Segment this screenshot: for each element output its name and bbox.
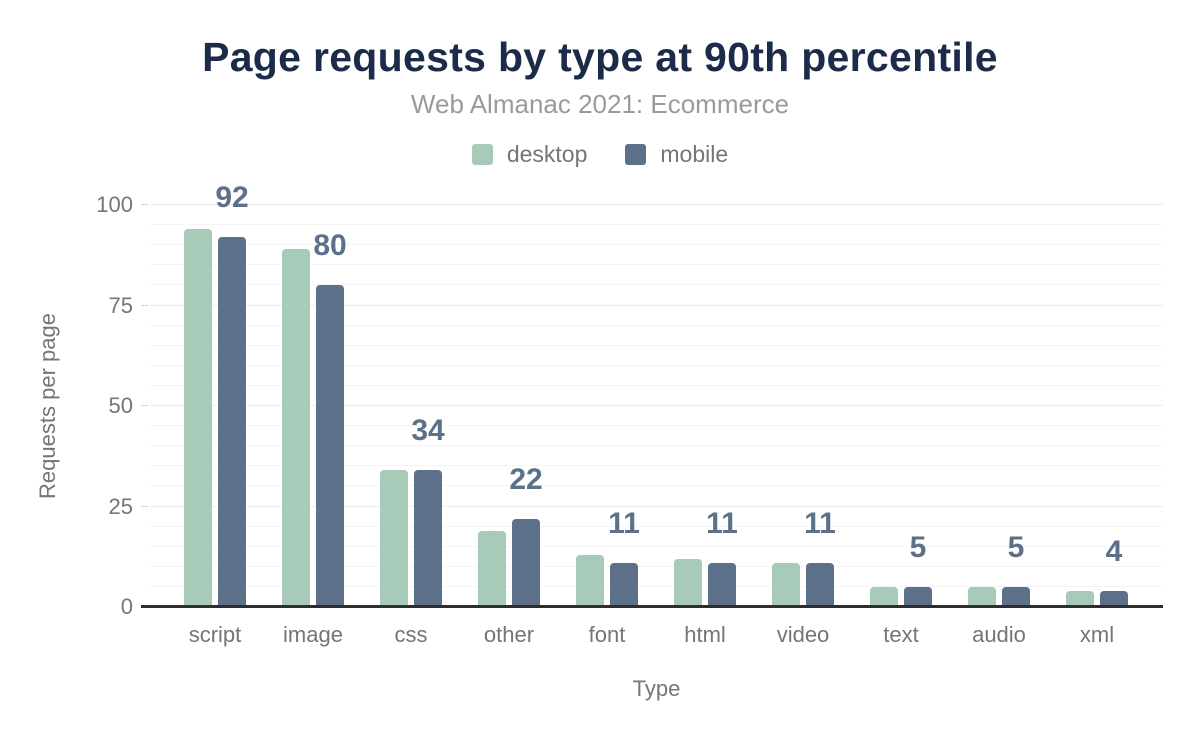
bar-desktop-html (674, 558, 702, 607)
gridline (150, 545, 1163, 547)
gridline (150, 465, 1163, 467)
bar-mobile-script (218, 237, 246, 607)
bar-desktop-audio (968, 586, 996, 607)
value-label-script: 92 (215, 181, 249, 215)
x-axis-title: Type (632, 676, 681, 701)
gridline (150, 425, 1163, 427)
value-label-image: 80 (313, 229, 347, 263)
y-tick-label: 25 (108, 493, 133, 519)
gridline (150, 565, 1163, 567)
legend-swatch-desktop (471, 144, 493, 165)
x-tick-label-other: other (483, 622, 535, 647)
x-axis-line (141, 605, 1163, 608)
y-tick-label: 100 (96, 192, 133, 217)
chart-title: Page requests by type at 90th percentile (202, 34, 998, 80)
chart-subtitle: Web Almanac 2021: Ecommerce (410, 89, 790, 119)
value-label-audio: 5 (1007, 530, 1025, 564)
gridline (150, 264, 1163, 266)
bar-desktop-xml (1066, 590, 1094, 607)
gridline (150, 284, 1163, 286)
bar-mobile-audio (1002, 586, 1030, 607)
gridline (150, 405, 1163, 406)
x-tick-label-html: html (684, 622, 726, 647)
gridline (150, 224, 1163, 226)
gridline (150, 304, 1163, 306)
value-label-video: 11 (804, 506, 836, 540)
plot-area: 0 25 50 75 100 92 script 80 image 34 css 22 other 11 f… (96, 183, 1163, 647)
x-tick-label-font: font (588, 622, 626, 647)
bar-mobile-video (806, 562, 834, 607)
gridline (150, 324, 1163, 326)
gridline (150, 585, 1163, 587)
bar-desktop-video (772, 562, 800, 607)
x-tick-label-image: image (283, 622, 343, 647)
gridline (150, 505, 1163, 507)
y-tick-label: 75 (108, 292, 133, 318)
value-label-css: 34 (411, 414, 445, 448)
gridline (150, 244, 1163, 246)
gridline (150, 485, 1163, 487)
y-tick-label: 0 (120, 594, 133, 619)
gridline (150, 384, 1163, 386)
legend-item-desktop: desktop (471, 141, 588, 168)
bar-mobile-css (414, 470, 442, 607)
x-tick-label-xml: xml (1079, 622, 1115, 647)
y-tick-label: 50 (108, 393, 133, 418)
bar-mobile-font (610, 562, 638, 607)
bar-desktop-text (870, 586, 898, 607)
bar-desktop-other (478, 530, 506, 607)
y-tick-mark (141, 405, 148, 406)
value-label-text: 5 (909, 530, 927, 564)
y-tick-mark (141, 304, 148, 306)
bar-mobile-other (512, 518, 540, 607)
value-label-xml: 4 (1105, 534, 1123, 568)
x-tick-label-script: script (188, 622, 242, 647)
legend-item-mobile: mobile (625, 141, 728, 168)
bar-desktop-image (282, 249, 310, 607)
y-tick-mark (141, 204, 148, 205)
gridline (150, 204, 1163, 205)
bar-mobile-xml (1100, 590, 1128, 607)
x-tick-label-video: video (776, 622, 830, 647)
bar-mobile-html (708, 562, 736, 607)
value-label-font: 11 (608, 506, 640, 540)
x-tick-label-text: text (883, 622, 919, 647)
bar-mobile-text (904, 586, 932, 607)
bar-desktop-css (380, 470, 408, 607)
gridline (150, 364, 1163, 366)
gridline (150, 445, 1163, 447)
value-label-html: 11 (706, 506, 738, 540)
legend: desktop mobile (0, 141, 1200, 168)
y-tick-mark (141, 505, 148, 507)
bar-mobile-image (316, 285, 344, 607)
legend-label-mobile: mobile (660, 141, 729, 167)
legend-swatch-mobile (625, 144, 647, 165)
y-axis-title: Requests per page (35, 313, 60, 499)
x-tick-label-audio: audio (972, 622, 1026, 647)
bar-desktop-script (184, 229, 212, 607)
gridline (150, 525, 1163, 527)
gridline (150, 344, 1163, 346)
value-label-other: 22 (509, 462, 543, 496)
bar-desktop-font (576, 554, 604, 607)
legend-label-desktop: desktop (506, 141, 588, 167)
x-tick-label-css: css (394, 622, 428, 647)
